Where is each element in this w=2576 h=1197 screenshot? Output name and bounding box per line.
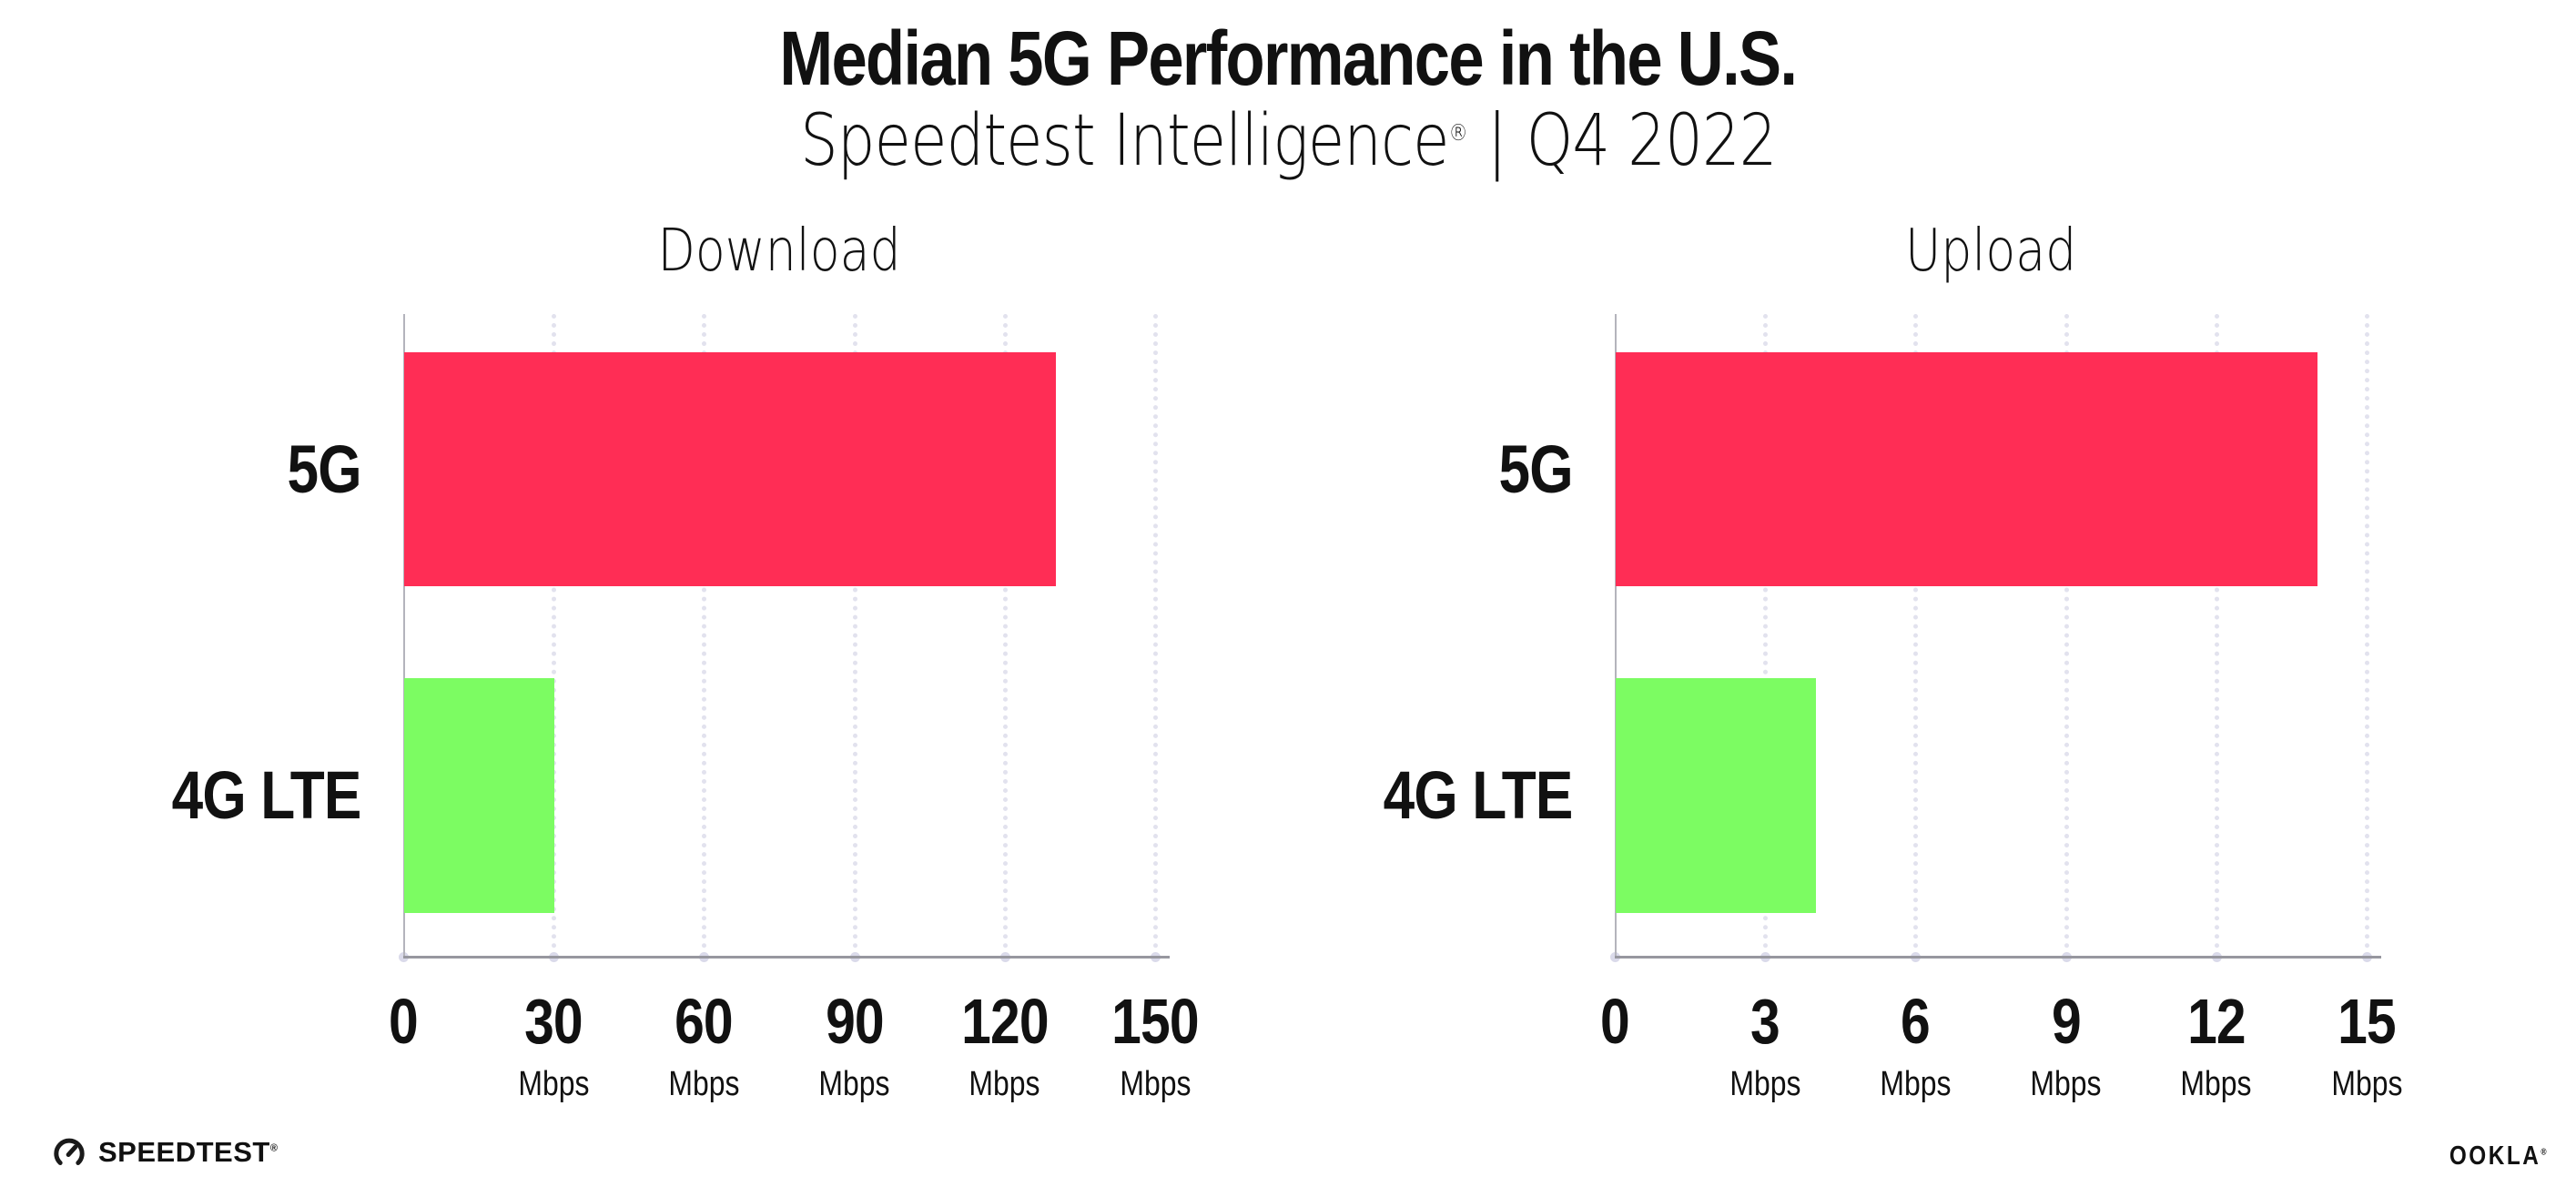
ookla-wordmark: OOKLA® (2449, 1141, 2549, 1171)
x-tick-value: 0 (1600, 986, 1630, 1057)
y-category-label: 4G LTE (1384, 757, 1574, 833)
gridline (1763, 314, 1769, 958)
y-axis-line (403, 314, 405, 958)
y-category-label: 5G (1498, 431, 1574, 507)
5g-bar (1616, 352, 2317, 586)
x-tick-unit: Mbps (818, 1065, 890, 1103)
x-tick-unit: Mbps (2330, 1065, 2403, 1103)
x-tick-label: 15 Mbps (2248, 985, 2485, 1104)
x-tick-label: 3 Mbps (1647, 985, 1883, 1104)
page-title: Median 5G Performance in the U.S. (779, 15, 1799, 101)
page-subtitle: Speedtest Intelligence® | Q4 2022 (0, 100, 2576, 182)
x-tick-unit: Mbps (2180, 1065, 2252, 1103)
x-tick-value: 6 (1901, 986, 1931, 1057)
registered-trademark-icon: ® (2541, 1147, 2549, 1158)
x-tick-unit: Mbps (969, 1065, 1040, 1103)
gridline (2064, 314, 2069, 958)
download-chart-title: Download (657, 218, 901, 285)
gridline (852, 314, 857, 958)
x-tick-unit: Mbps (2030, 1065, 2102, 1103)
registered-trademark-icon: ® (1448, 119, 1467, 146)
x-tick-value: 15 (2338, 986, 2397, 1057)
x-tick-unit: Mbps (1729, 1065, 1801, 1103)
x-tick-label: 6 Mbps (1797, 985, 2033, 1104)
subtitle-separator: | (1486, 100, 1506, 182)
gauge-icon (51, 1134, 87, 1171)
y-axis-line (1615, 314, 1617, 958)
x-tick-value: 60 (674, 986, 735, 1057)
y-category-label: 5G (287, 431, 362, 507)
gridline (2365, 314, 2369, 958)
speedtest-wordmark: SPEEDTEST® (98, 1136, 279, 1168)
upload-chart-plot: Upload 0 3 Mbps 6 Mbps 9 Mbps 12 Mbps 15 Mbps 5G 4G L… (1384, 218, 2402, 1103)
x-tick-unit: Mbps (518, 1065, 590, 1103)
y-category-label: 4G LTE (172, 757, 362, 833)
x-tick-label: 60 Mbps (585, 985, 822, 1104)
subtitle-period: Q4 2022 (1526, 100, 1777, 182)
5g-bar (404, 352, 1056, 586)
x-axis-line (403, 956, 1170, 959)
x-tick-value: 150 (1111, 986, 1199, 1057)
x-tick-value: 120 (960, 986, 1049, 1057)
x-tick-label: 150 Mbps (1037, 985, 1273, 1104)
registered-trademark-icon: ® (269, 1142, 279, 1154)
gridline (1002, 314, 1008, 958)
x-tick-unit: Mbps (1880, 1065, 1952, 1103)
x-tick-label: 0 (285, 985, 522, 1058)
x-tick-value: 90 (825, 986, 885, 1057)
ookla-logo: OOKLA® (2430, 1141, 2549, 1172)
4g-lte-bar (404, 678, 555, 913)
x-tick-label: 120 Mbps (887, 985, 1123, 1104)
4g-lte-bar (1616, 678, 1817, 913)
x-tick-value: 9 (2051, 986, 2082, 1057)
x-tick-label: 30 Mbps (435, 985, 672, 1104)
x-tick-value: 0 (389, 986, 419, 1057)
upload-chart-title: Upload (1904, 218, 2077, 285)
gridline (702, 314, 707, 958)
x-tick-label: 0 (1496, 985, 1733, 1058)
gridline (552, 314, 557, 958)
x-tick-unit: Mbps (668, 1065, 740, 1103)
download-chart-plot: Download 0 30 Mbps 60 Mbps 90 Mbps 120 Mbps 150 Mbp… (172, 218, 1200, 1103)
subtitle-product: Speedtest Intelligence (799, 100, 1449, 182)
x-tick-unit: Mbps (1119, 1065, 1192, 1103)
x-tick-value: 30 (524, 986, 583, 1057)
speedtest-logo: SPEEDTEST® (51, 1134, 278, 1171)
gridline (1153, 314, 1158, 958)
x-tick-label: 12 Mbps (2098, 985, 2335, 1104)
x-tick-value: 3 (1750, 986, 1780, 1057)
x-axis-line (1615, 956, 2381, 959)
gridline (1913, 314, 1919, 958)
gridline (2214, 314, 2219, 958)
x-tick-label: 90 Mbps (736, 985, 973, 1104)
x-tick-value: 12 (2186, 986, 2246, 1057)
x-tick-label: 9 Mbps (1948, 985, 2185, 1104)
